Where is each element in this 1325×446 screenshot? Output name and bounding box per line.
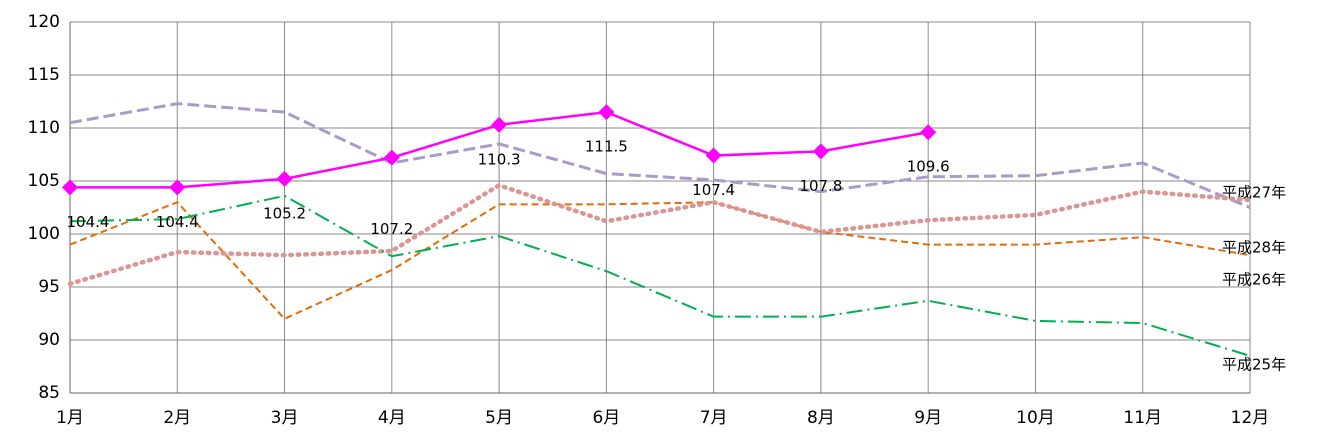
series-label: 平成27年: [1222, 184, 1286, 202]
y-tick-label: 90: [38, 330, 60, 350]
series-label: 平成28年: [1222, 239, 1286, 257]
data-label: 111.5: [585, 138, 628, 156]
series-line: [69, 201, 1251, 321]
data-label: 110.3: [478, 150, 521, 168]
x-tick-label: 5月: [485, 408, 513, 428]
x-tick-label: 9月: [914, 408, 942, 428]
y-tick-label: 95: [38, 277, 60, 297]
x-tick-label: 4月: [378, 408, 406, 428]
x-tick-label: 12月: [1231, 408, 1270, 428]
marker: [62, 179, 78, 196]
x-tick-label: 10月: [1016, 408, 1055, 428]
x-tick-label: 6月: [592, 408, 620, 428]
data-label: 107.4: [692, 181, 735, 199]
data-label: 104.4: [156, 213, 199, 231]
x-tick-label: 7月: [700, 408, 728, 428]
marker: [598, 104, 615, 121]
data-label: 109.6: [907, 158, 950, 176]
marker: [705, 147, 722, 164]
series-label: 平成25年: [1222, 356, 1286, 374]
marker: [276, 170, 293, 187]
series-line: [67, 182, 1253, 287]
data-label: 107.2: [370, 220, 413, 238]
y-tick-label: 100: [28, 224, 60, 244]
marker: [812, 143, 829, 160]
y-tick-label: 105: [28, 171, 60, 191]
x-tick-label: 2月: [163, 408, 191, 428]
marker: [920, 124, 937, 141]
x-tick-label: 1月: [56, 408, 84, 428]
x-tick-label: 8月: [807, 408, 835, 428]
x-tick-label: 3月: [271, 408, 299, 428]
marker: [491, 116, 508, 133]
series-line: [69, 102, 1251, 209]
y-tick-label: 110: [28, 118, 60, 138]
marker: [383, 149, 400, 166]
series-line: [69, 194, 1251, 357]
series-label: 平成26年: [1222, 271, 1286, 289]
data-label: 105.2: [263, 204, 306, 222]
marker: [169, 179, 186, 196]
x-tick-label: 11月: [1123, 408, 1162, 428]
y-tick-label: 85: [38, 383, 60, 403]
data-label: 107.8: [799, 177, 842, 195]
y-tick-label: 120: [28, 12, 60, 32]
y-tick-label: 115: [28, 65, 60, 85]
data-label: 104.4: [67, 213, 110, 231]
